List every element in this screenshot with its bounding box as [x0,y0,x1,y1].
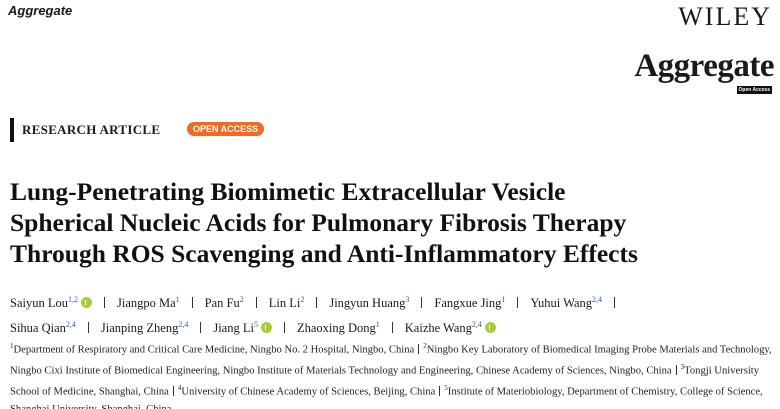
affiliation-text: Ningbo Key Laboratory of Biomedical Imag… [10,344,772,377]
author-name: Yuhui Wang [530,296,593,311]
author-affiliation: 2,4 [592,295,603,304]
affiliation-text: Tongji University School of Medicine, Sh… [10,365,760,398]
affiliation-text: Institute of Materiobiology, Department … [10,386,763,409]
author: Saiyun Lou1,2 [10,289,92,314]
author: Lin Li2 [269,289,305,314]
author-name: Zhaoxing Dong [296,321,376,336]
separator [200,322,202,334]
author-name: Jianping Zheng [100,321,179,336]
author-name: Kaizhe Wang [404,321,472,336]
affiliation-number: 4 [177,384,182,393]
affiliations: 1Department of Respiratory and Critical … [10,338,772,409]
separator [614,297,616,309]
logo-badge: Open Access [736,86,772,94]
separator [172,385,174,396]
author-affiliation: 3 [405,295,410,304]
type-bar [10,118,14,142]
separator [675,364,677,375]
author-affiliation: 1 [375,320,380,330]
journal-logo: Aggregate [634,48,774,84]
author: Yuhui Wang2,4 [530,289,602,314]
affiliation-text: University of Chinese Academy of Science… [181,386,436,398]
title-line: Through ROS Scavenging and Anti-Inflamma… [10,239,638,268]
authors: Saiyun Lou1,2 Jiangpo Ma1 Pan Fu2 Lin Li2 Ji… [10,289,627,339]
author: Sihua Qian2,4 [10,314,76,339]
article-title: Lung-Penetrating Biomimetic Extracellula… [10,176,638,269]
separator [191,297,193,309]
author: Zhaoxing Dong1 [297,314,380,339]
author-name: Fangxue Jing [434,296,502,311]
author-affiliation: 1,2 [67,295,78,304]
author-affiliation: 2 [300,295,305,304]
separator [517,297,519,309]
orcid-icon [80,297,92,309]
author: Jiangpo Ma1 [117,289,180,314]
affiliation-number: 2 [423,342,427,350]
publisher: WILEY [678,2,772,31]
author-affiliation: 2,4 [65,320,76,330]
author-affiliation: 5 [253,320,258,330]
separator [316,297,318,309]
affiliation-number: 5 [444,384,448,393]
author-affiliation: 2,4 [471,320,482,330]
orcid-icon [260,322,272,334]
author: Fangxue Jing1 [434,289,505,314]
author-name: Pan Fu [204,296,240,311]
author-name: Jiangpo Ma [116,296,176,311]
separator [439,385,441,396]
separator [283,322,285,334]
affiliation-number: 3 [680,363,685,372]
separator [421,297,423,309]
author-affiliation: 2 [239,295,244,304]
author-affiliation: 1 [501,295,506,304]
author-name: Saiyun Lou [10,296,68,311]
author-affiliation: 2,4 [178,320,189,330]
author-name: Sihua Qian [10,321,66,336]
title-line: Spherical Nucleic Acids for Pulmonary Fi… [10,208,627,237]
author-row: Sihua Qian2,4 Jianping Zheng2,4 Jiang Li5 Z… [10,314,627,339]
author-name: Lin Li [268,296,301,311]
affiliation-number: 1 [10,342,14,350]
author: Jianping Zheng2,4 [101,314,188,339]
author-row: Saiyun Lou1,2 Jiangpo Ma1 Pan Fu2 Lin Li2 Ji… [10,289,627,314]
article-type: RESEARCH ARTICLE [22,122,161,137]
author-name: Jiang Li [213,321,254,336]
running-journal: Aggregate [8,3,73,18]
author: Pan Fu2 [205,289,244,314]
access-badge: OPEN ACCESS [187,122,265,136]
title-line: Lung-Penetrating Biomimetic Extracellula… [10,177,566,206]
separator [391,322,393,334]
author-name: Jingyun Huang [329,296,406,311]
orcid-icon [484,322,496,334]
separator [255,297,257,309]
affiliation-text: Department of Respiratory and Critical C… [13,344,415,356]
separator [87,322,89,334]
separator [418,343,420,354]
author-affiliation: 1 [175,295,180,304]
author: Jiang Li5 [213,314,272,339]
author: Jingyun Huang3 [329,289,409,314]
separator [103,297,105,309]
author: Kaizhe Wang2,4 [405,314,496,339]
